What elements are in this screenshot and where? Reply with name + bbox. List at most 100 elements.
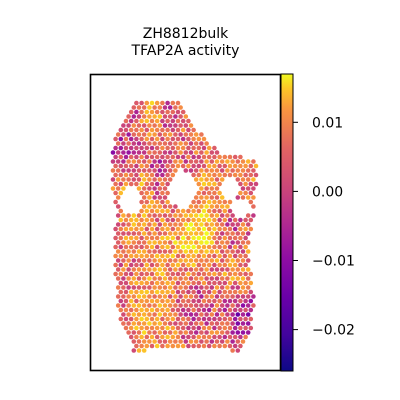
hex-spot [167,159,173,164]
hex-spot [193,240,199,245]
hex-spot [123,226,129,232]
hex-spot [160,118,165,124]
hex-spot [113,235,118,241]
hex-spot [123,154,129,160]
hex-spot [199,231,204,236]
hex-spot [160,100,165,106]
hex-spot [248,181,254,187]
hex-spot [232,325,238,331]
hex-spot [175,154,181,160]
hex-spot [232,271,238,277]
hex-spot [126,312,131,317]
hex-spot [227,199,233,205]
hex-spot [175,298,181,304]
hex-spot [160,280,165,286]
hex-spot [128,226,134,232]
hex-spot [183,123,189,128]
hex-spot [206,253,212,259]
hex-spot [186,136,191,142]
hex-spot [235,240,241,245]
hex-spot [160,181,165,187]
hex-spot [162,258,168,263]
hex-spot [225,258,230,263]
hex-spot [183,159,189,164]
hex-spot [165,316,170,322]
hex-spot [131,114,137,119]
hex-spot [173,222,178,227]
hex-spot [191,325,196,331]
hex-spot [209,195,215,200]
hex-spot [193,285,199,290]
hex-spot [206,154,212,160]
hex-spot [157,186,163,191]
hex-spot [165,109,170,115]
hex-spot [113,262,118,268]
hex-spot [227,154,233,160]
hex-spot [206,280,212,286]
hex-spot [141,195,147,200]
hex-spot [245,213,251,218]
hex-spot [118,154,124,160]
hex-spot [141,204,147,209]
hex-spot [227,172,233,178]
hex-spot [243,217,248,223]
hex-spot [144,118,150,124]
hex-spot [180,154,186,160]
hex-spot [199,258,204,263]
hex-spot [170,289,176,295]
hex-spot [243,271,248,277]
hex-spot [222,172,228,178]
hex-spot [165,280,170,286]
hex-spot [128,298,134,304]
hex-spot [121,285,126,290]
hex-spot [238,235,243,241]
hex-spot [121,312,126,317]
hex-spot [235,303,241,308]
hex-spot [240,330,246,335]
hex-spot [149,343,155,349]
hex-spot [245,240,251,245]
hex-spot [201,235,207,241]
hex-spot [147,267,152,272]
hex-spot [206,343,212,349]
hex-spot [141,168,147,173]
hex-spot [160,217,165,223]
hex-spot [186,271,191,277]
hex-spot [245,321,251,326]
hex-spot [115,150,121,155]
hex-spot [243,289,248,295]
hex-spot [204,177,209,182]
hex-spot [201,145,207,151]
hex-spot [206,217,212,223]
hex-spot [214,204,220,209]
hex-spot [123,217,129,223]
hex-spot [118,253,124,259]
hex-spot [235,276,241,281]
hex-spot [141,267,147,272]
hex-spot [147,240,152,245]
hex-spot [227,307,233,313]
hex-spot [180,280,186,286]
hex-spot [141,132,147,137]
hex-spot [136,285,142,290]
hex-spot [225,267,230,272]
hex-spot [183,258,189,263]
hex-spot [154,289,160,295]
hex-spot [245,294,251,299]
hex-spot [154,226,160,232]
hex-spot [248,280,254,286]
hex-spot [144,334,150,340]
hex-spot [126,240,131,245]
hex-spot [152,249,157,254]
hex-spot [139,271,144,277]
hex-spot [162,186,168,191]
hex-spot [217,298,222,304]
hex-spot [222,262,228,268]
hex-spot [160,253,165,259]
hex-spot [178,141,183,146]
hex-spot [238,298,243,304]
hex-spot [188,231,194,236]
hex-spot [141,177,147,182]
hex-spot [167,132,173,137]
hex-spot [110,177,116,182]
